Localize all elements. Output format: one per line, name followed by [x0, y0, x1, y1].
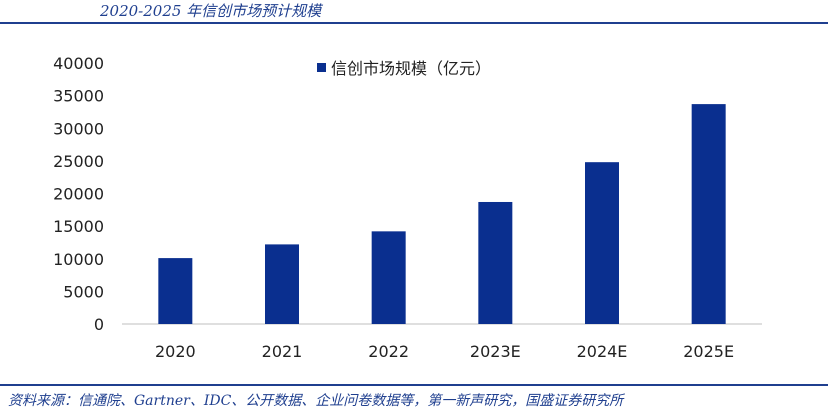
- x-tick-label: 2023E: [470, 342, 521, 361]
- y-axis: 0 5000 10000 15000 20000 25000 30000 35000 40000: [53, 54, 104, 334]
- figure-title: 2020-2025 年信创市场预计规模: [100, 2, 322, 20]
- x-axis: 2020 2021 2022 2023E 2024E 2025E: [122, 323, 762, 361]
- y-tick-label: 25000: [53, 152, 104, 171]
- x-tick-label: 2021: [262, 342, 303, 361]
- y-tick-label: 35000: [53, 87, 104, 106]
- bar-2022: [371, 231, 406, 324]
- bar-2020: [158, 258, 193, 324]
- source-divider: [0, 384, 828, 386]
- bar-chart: 0 5000 10000 15000 20000 25000 30000 35000 40000…: [53, 54, 762, 361]
- y-tick-label: 30000: [53, 119, 104, 138]
- legend-swatch: [317, 63, 326, 72]
- y-tick-label: 10000: [53, 250, 104, 269]
- x-tick-label: 2024E: [577, 342, 628, 361]
- title-divider: [0, 22, 828, 24]
- source-note: 资料来源：信通院、Gartner、IDC、公开数据、企业问卷数据等，第一新声研究…: [8, 393, 624, 409]
- y-tick-label: 0: [94, 315, 104, 334]
- x-tick-label: 2022: [368, 342, 409, 361]
- bar-2021: [265, 244, 299, 324]
- x-tick-label: 2025E: [683, 342, 734, 361]
- bar-2023E: [478, 201, 513, 324]
- legend: 信创市场规模（亿元）: [317, 59, 491, 78]
- bar-2025E: [691, 104, 726, 324]
- y-tick-label: 15000: [53, 217, 104, 236]
- bar-2024E: [585, 162, 619, 324]
- x-tick-label: 2020: [155, 342, 196, 361]
- bar-series: [158, 104, 726, 324]
- y-tick-label: 20000: [53, 185, 104, 204]
- legend-label: 信创市场规模（亿元）: [331, 59, 491, 78]
- y-tick-label: 5000: [63, 282, 104, 301]
- y-tick-label: 40000: [53, 54, 104, 73]
